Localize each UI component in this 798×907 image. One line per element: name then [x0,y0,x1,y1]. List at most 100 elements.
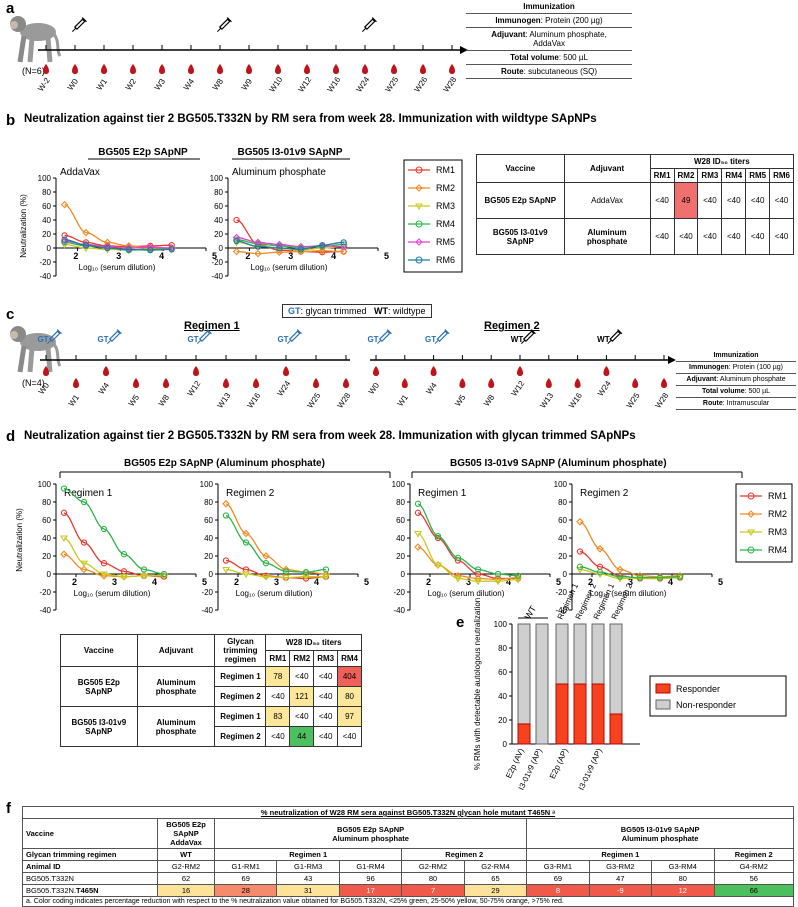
x-tick-label: 4 [314,577,319,587]
y-tick-label: -40 [211,272,223,281]
data-point [414,530,422,538]
y-tick-label: 20 [42,552,51,561]
syringe-icon [361,17,377,33]
blood-drop-icon [103,366,109,376]
data-point [282,575,290,582]
t332n-value-cell: 69 [526,872,590,885]
y-tick-label: -20 [201,588,213,597]
monkey-tail [52,33,62,57]
data-point [104,244,111,252]
y-tick-label: 60 [204,516,213,525]
y-tick-label: 100 [200,480,214,489]
timeline-arrow [460,46,468,54]
x-tick-label: 5 [364,577,369,587]
data-point [61,236,68,243]
y-tick-label: -20 [393,588,405,597]
syringe-plunger [444,329,450,335]
bar-responder [555,683,569,745]
y-tick-label: -40 [393,606,405,615]
data-point [60,550,68,558]
x-tick-label: 2 [588,577,593,587]
data-point [168,246,175,253]
data-point [474,570,482,578]
titer-cell: <40 [697,182,723,219]
data-point [434,562,442,570]
syringe-needle [607,339,612,345]
syringe-plunger [81,17,87,23]
legend-marker [415,220,423,228]
regimen-cell: Regimen 2 [214,726,267,747]
data-point [125,246,133,253]
t332n-value-cell: 56 [713,872,794,885]
t465n-value-cell: 8 [526,884,590,897]
data-point [616,565,624,574]
syringe-needle [376,339,382,345]
data-point [80,498,88,506]
t332n-value-cell: 69 [213,872,278,885]
data-point [434,533,442,540]
blood-drop-icon [661,378,667,388]
data-point [514,572,522,579]
syringe-plunger [617,329,623,335]
data-point [254,238,262,247]
gt-wt-key: GT: glycan trimmed WT: wildtype [282,304,432,318]
t465n-value-cell: 66 [713,884,794,897]
y-tick-label: 80 [214,188,223,197]
y-tick-label: 60 [396,516,405,525]
data-point [60,535,68,543]
immunization-box-a: Immunization Immunogen: Protein (200 µg)… [466,0,632,79]
data-point [100,560,108,567]
x-axis-label: Log₁₀ (serum dilution) [251,263,328,272]
t465n-value-cell: -9 [588,884,653,897]
vaccine-cell: BG505 E2p SApNP [476,182,565,219]
immunization-title: Immunization [676,350,796,362]
bar-label: E2p (AP) [548,747,570,781]
adjuvant-row: Adjuvant: Aluminum phosphate, AddaVax [466,28,632,51]
y-tick-label: 100 [38,480,52,489]
f-reg1: Regimen 1 [526,848,715,861]
f-vaccine-head: Vaccine [22,818,158,849]
blood-drop-icon [72,64,78,74]
legend-swatch [655,699,671,710]
x-tick-label: 2 [72,577,77,587]
syringe-plunger [386,329,392,335]
syringe-needle [216,27,222,33]
f-r1-label: BG505.T332N [22,872,158,885]
data-point [319,242,326,249]
bar-label: I3-01v9 (AP) [577,747,604,792]
x-tick-label: 4 [331,251,336,261]
legend-label: RM2 [768,509,787,519]
adjuvant-cell: Aluminum phosphate [563,218,651,255]
data-point [60,485,68,492]
syringe-barrel [363,18,376,31]
blood-drop-icon [163,378,169,388]
y-tick-label: 20 [498,716,507,725]
data-point [297,246,305,253]
data-point [120,574,128,581]
data-point [233,237,240,245]
y-tick-label: 60 [214,202,223,211]
th-adjuvant: Adjuvant [563,154,651,183]
blood-drop-icon [391,64,397,74]
data-point [233,216,240,224]
y-tick-label: 100 [554,480,568,489]
data-point [414,500,422,507]
panel-b-title: Neutralization against tier 2 BG505.T332… [24,113,597,125]
blood-drop-icon [217,64,223,74]
blood-drop-icon [223,378,229,388]
data-point [222,512,230,519]
f-wt-vaccine: BG505 E2p SApNP AddaVax [157,818,215,849]
x-tick-label: 3 [628,577,633,587]
titer-cell: <40 [745,218,771,255]
legend-label: RM4 [768,545,787,555]
x-tick-label: 2 [73,251,78,261]
data-point [282,565,290,574]
timeline-arrow [668,356,676,364]
x-tick-label: 4 [152,577,157,587]
y-tick-label: 80 [558,498,567,507]
syringe-icon [216,17,232,33]
data-point [140,566,148,573]
data-point [454,575,462,583]
blood-drop-icon [43,64,49,74]
f-reg2: Regimen 2 [401,848,528,861]
